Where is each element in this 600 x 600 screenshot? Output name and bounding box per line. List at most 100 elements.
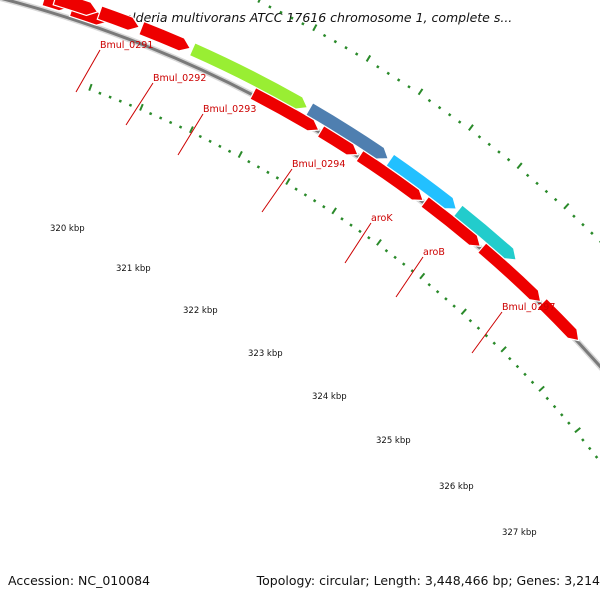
inner-tick xyxy=(468,318,473,323)
inner-tick xyxy=(247,159,251,164)
outer-tick xyxy=(563,202,570,210)
outer-tick xyxy=(447,113,452,117)
inner-gene-6[interactable] xyxy=(536,297,580,342)
outer-tick xyxy=(354,52,359,56)
inner-tick xyxy=(427,282,432,287)
outer-tick xyxy=(477,135,482,139)
kbp-tick-label: 321 kbp xyxy=(116,264,151,274)
inner-tick xyxy=(88,83,93,91)
minor-ticks-inner xyxy=(88,83,599,459)
inner-tick xyxy=(227,149,232,154)
inner-tick xyxy=(530,380,535,385)
inner-tick xyxy=(515,364,520,369)
inner-tick xyxy=(294,187,298,191)
gene-arob[interactable] xyxy=(385,153,458,210)
outer-tick xyxy=(407,85,411,89)
inner-tick xyxy=(552,404,557,409)
inner-tick xyxy=(322,204,326,209)
gene-arok[interactable] xyxy=(305,101,390,160)
inner-tick xyxy=(312,199,317,203)
inner-tick xyxy=(393,255,397,260)
inner-tick xyxy=(401,262,406,266)
gene-label-leader xyxy=(261,168,293,213)
inner-tick xyxy=(410,269,415,273)
inner-tick xyxy=(594,455,599,459)
inner-tick xyxy=(349,223,353,227)
inner-tick xyxy=(303,193,308,197)
inner-tick xyxy=(500,346,507,353)
gene-bmul-0294[interactable] xyxy=(188,41,309,110)
inner-gene-3[interactable] xyxy=(355,149,424,202)
inner-tick xyxy=(444,297,448,301)
outer-tick xyxy=(312,24,318,32)
gene-label-leader xyxy=(125,82,154,126)
forward-strand-genes xyxy=(52,0,517,261)
outer-tick xyxy=(516,162,523,170)
kbp-tick-label: 325 kbp xyxy=(376,436,411,446)
inner-tick xyxy=(367,235,371,240)
outer-tick xyxy=(290,16,294,20)
gene-label-bmul-0293[interactable]: Bmul_0293 xyxy=(203,104,256,115)
kbp-tick-labels: 320 kbp 321 kbp 322 kbp 323 kbp 324 kbp 325 k… xyxy=(50,224,537,538)
inner-tick xyxy=(139,103,144,111)
inner-tick xyxy=(98,91,102,95)
inner-tick xyxy=(574,427,581,434)
inner-tick xyxy=(128,103,133,107)
outer-tick xyxy=(365,54,372,62)
gene-bmul-0291[interactable] xyxy=(52,0,99,17)
inner-tick xyxy=(452,304,456,308)
outer-tick xyxy=(396,78,401,82)
inner-tick xyxy=(178,125,183,129)
inner-tick xyxy=(275,176,280,180)
outer-tick xyxy=(386,71,390,76)
outer-tick xyxy=(487,142,491,147)
outer-tick xyxy=(279,10,283,15)
inner-tick xyxy=(435,290,440,294)
gene-label-leader xyxy=(177,113,204,156)
gene-label-leader xyxy=(75,49,101,93)
inner-tick xyxy=(538,385,545,392)
outer-tick xyxy=(333,39,338,44)
inner-tick xyxy=(198,134,202,139)
outer-tick xyxy=(268,5,272,9)
gene-label-arok[interactable]: aroK xyxy=(371,213,393,224)
outer-tick xyxy=(322,33,327,38)
inner-tick xyxy=(460,308,467,315)
reverse-strand-genes xyxy=(41,0,580,342)
accession-text: Accession: NC_010084 xyxy=(8,573,151,588)
inner-tick xyxy=(476,326,481,330)
outer-tick xyxy=(581,222,585,227)
gene-label-arob[interactable]: aroB xyxy=(423,247,445,258)
gene-bmul-0297[interactable] xyxy=(452,204,517,261)
gene-label-bmul-0292[interactable]: Bmul_0292 xyxy=(153,73,206,84)
inner-tick xyxy=(419,272,426,280)
inner-tick xyxy=(148,112,153,116)
inner-tick xyxy=(158,116,163,120)
gene-bmul-0292[interactable] xyxy=(96,5,141,31)
inner-tick xyxy=(492,341,497,346)
kbp-tick-label: 323 kbp xyxy=(248,349,283,359)
outer-tick xyxy=(417,88,424,96)
inner-tick xyxy=(237,150,243,159)
inner-tick xyxy=(508,356,512,361)
inner-tick xyxy=(340,217,344,221)
gene-label-bmul-0294[interactable]: Bmul_0294 xyxy=(292,159,345,170)
map-title: Burkholderia multivorans ATCC 17616 chro… xyxy=(87,10,513,25)
kbp-tick-label: 324 kbp xyxy=(312,392,347,402)
inner-tick xyxy=(523,372,527,377)
minor-ticks-outer xyxy=(257,0,600,243)
inner-tick xyxy=(218,144,222,148)
gene-label-bmul-0297[interactable]: Bmul_0297 xyxy=(502,302,555,313)
outer-tick xyxy=(437,105,442,110)
inner-gene-4[interactable] xyxy=(419,195,482,248)
gene-label-leader xyxy=(344,222,372,264)
gene-bmul-0293[interactable] xyxy=(138,20,192,52)
inner-tick xyxy=(587,446,592,451)
outer-tick xyxy=(572,214,576,219)
inner-gene-5[interactable] xyxy=(476,241,542,303)
inner-tick xyxy=(118,99,122,103)
gene-label-bmul-0291[interactable]: Bmul_0291 xyxy=(100,40,153,51)
outer-tick xyxy=(590,231,594,235)
outer-tick xyxy=(427,98,432,103)
